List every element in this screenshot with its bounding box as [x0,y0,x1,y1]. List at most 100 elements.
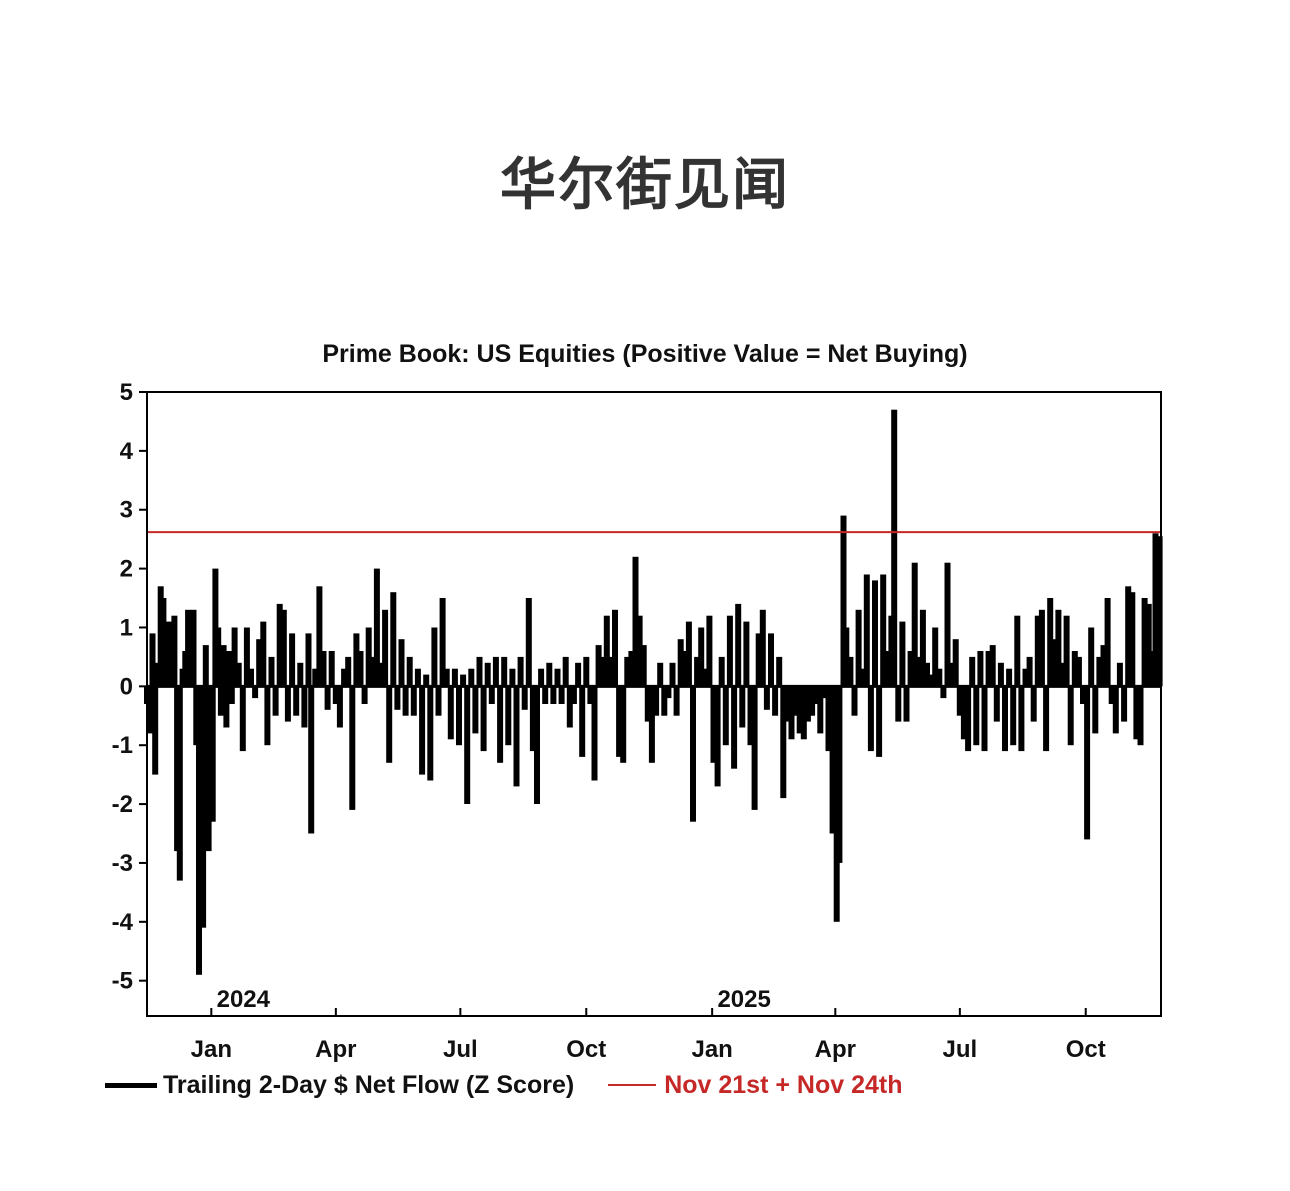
bar [513,686,520,787]
bar [248,668,254,687]
y-tick-label: 3 [120,497,133,524]
bar [813,686,820,704]
bar [220,645,227,687]
bar [1006,668,1013,687]
bar [677,639,684,687]
bar [796,686,803,734]
bar [212,568,219,687]
bar [297,662,304,687]
year-label: 2024 [217,986,271,1013]
bar [690,686,696,822]
bar [751,686,758,810]
y-tick-label: -4 [112,909,134,936]
year-label: 2025 [717,986,770,1013]
bar [763,686,770,710]
bar [932,627,939,687]
y-tick-label: -5 [112,968,133,995]
bar [784,686,791,722]
bar [665,686,672,699]
bar [698,627,705,687]
bar [911,562,918,687]
bar [1156,536,1163,687]
bar [940,686,947,699]
bar [800,686,807,740]
bar [226,651,233,687]
bar [847,656,854,687]
bar [538,668,545,687]
x-tick-label: Jan [691,1036,732,1063]
bar [867,686,874,752]
bar [497,686,504,763]
bar [272,686,279,716]
bar [209,686,216,822]
y-tick-label: -2 [112,791,133,818]
bar [616,686,623,757]
y-tick-label: 1 [120,614,133,641]
series-bars [144,409,1163,975]
bar [260,621,267,687]
bar [1034,615,1041,687]
bar [884,651,891,687]
bar [817,686,824,734]
bar [928,674,935,687]
bar [256,639,263,687]
bar [447,686,454,740]
bar [636,615,643,687]
bar [710,686,717,763]
bar [944,562,951,687]
bar [509,668,516,687]
bar [1018,686,1025,752]
bar [772,686,779,716]
bar [1002,686,1008,752]
bar [365,627,372,687]
bar [804,686,811,722]
bar [554,668,561,687]
watermark: 华尔街见闻 [500,152,790,218]
bar [872,580,878,687]
legend-swatch-series [105,1082,157,1088]
legend-item-reference: Nov 21st + Nov 24th [608,1071,902,1100]
bar [562,656,569,687]
bar [521,686,528,710]
bar [694,656,701,687]
bar [284,686,291,722]
bar [948,662,955,687]
bar [152,686,159,775]
bar [308,686,315,834]
bar [443,668,450,687]
bar [915,656,922,687]
bar [840,515,847,687]
bar [809,686,816,716]
bar [985,651,992,687]
bar [1075,656,1082,687]
bar [378,662,384,687]
bar [1059,662,1066,687]
bar [977,651,984,687]
bar [235,662,242,687]
bar [517,656,524,687]
bar [1038,609,1045,687]
bar [1026,656,1033,687]
bar [1137,686,1144,746]
bar [880,574,887,687]
bar [464,686,471,804]
bar [414,668,421,687]
bar [706,615,713,687]
bar [394,686,401,710]
bar [702,668,709,687]
x-tick-label: Jul [942,1036,977,1063]
bar [501,656,508,687]
bar [653,686,660,716]
bar [768,633,774,687]
bar [316,586,323,687]
bar [332,686,339,704]
bar [657,662,664,687]
legend-swatch-reference [608,1084,657,1086]
bar [1055,609,1062,687]
bar [525,598,532,687]
bar [1067,686,1074,746]
bar [293,686,300,716]
bar [386,686,393,763]
bar [936,668,943,687]
